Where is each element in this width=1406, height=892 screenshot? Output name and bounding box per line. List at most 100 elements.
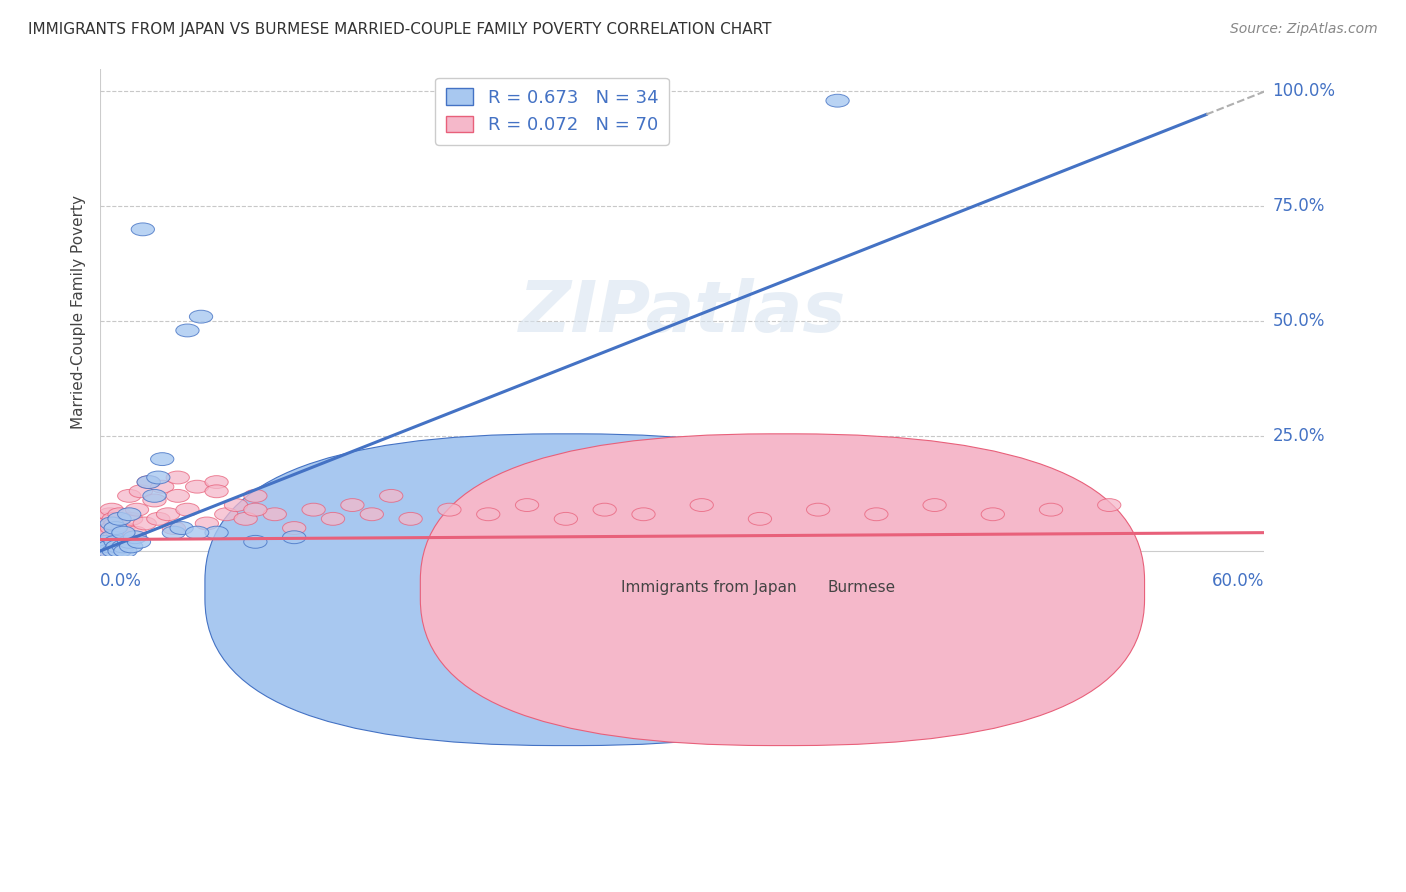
Ellipse shape — [166, 471, 190, 484]
Ellipse shape — [243, 535, 267, 549]
Ellipse shape — [98, 535, 121, 549]
Ellipse shape — [243, 503, 267, 516]
Ellipse shape — [176, 503, 200, 516]
Ellipse shape — [94, 535, 118, 549]
Ellipse shape — [322, 512, 344, 525]
Ellipse shape — [283, 531, 307, 543]
Ellipse shape — [360, 508, 384, 521]
Text: ZIPatlas: ZIPatlas — [519, 277, 846, 347]
Text: Source: ZipAtlas.com: Source: ZipAtlas.com — [1230, 22, 1378, 37]
Ellipse shape — [1039, 503, 1063, 516]
Ellipse shape — [807, 503, 830, 516]
Ellipse shape — [215, 508, 238, 521]
Ellipse shape — [162, 526, 186, 539]
Ellipse shape — [150, 452, 174, 466]
Ellipse shape — [108, 508, 131, 521]
Ellipse shape — [104, 540, 128, 553]
Ellipse shape — [96, 517, 120, 530]
Ellipse shape — [118, 508, 141, 521]
Ellipse shape — [98, 540, 121, 553]
Ellipse shape — [131, 223, 155, 235]
Ellipse shape — [124, 531, 146, 543]
Ellipse shape — [94, 545, 118, 558]
Ellipse shape — [283, 522, 307, 534]
Ellipse shape — [118, 535, 141, 549]
Ellipse shape — [129, 485, 152, 498]
Ellipse shape — [170, 522, 193, 534]
Text: Immigrants from Japan: Immigrants from Japan — [620, 580, 796, 595]
Ellipse shape — [93, 540, 115, 553]
Ellipse shape — [516, 499, 538, 511]
Ellipse shape — [143, 494, 166, 507]
Text: 60.0%: 60.0% — [1212, 572, 1264, 590]
Ellipse shape — [981, 508, 1004, 521]
Ellipse shape — [340, 499, 364, 511]
Ellipse shape — [205, 475, 228, 489]
Ellipse shape — [100, 531, 124, 543]
Ellipse shape — [118, 490, 141, 502]
Ellipse shape — [108, 535, 131, 549]
Ellipse shape — [263, 508, 287, 521]
Ellipse shape — [108, 512, 131, 525]
Text: 100.0%: 100.0% — [1272, 82, 1336, 101]
Text: IMMIGRANTS FROM JAPAN VS BURMESE MARRIED-COUPLE FAMILY POVERTY CORRELATION CHART: IMMIGRANTS FROM JAPAN VS BURMESE MARRIED… — [28, 22, 772, 37]
Ellipse shape — [136, 475, 160, 489]
Text: 50.0%: 50.0% — [1272, 312, 1324, 330]
Ellipse shape — [94, 526, 118, 539]
Ellipse shape — [114, 545, 136, 558]
Ellipse shape — [225, 499, 247, 511]
Ellipse shape — [128, 535, 150, 549]
Ellipse shape — [243, 490, 267, 502]
Text: 0.0%: 0.0% — [100, 572, 142, 590]
Ellipse shape — [162, 522, 186, 534]
Ellipse shape — [166, 490, 190, 502]
Ellipse shape — [100, 503, 124, 516]
Ellipse shape — [105, 526, 129, 539]
Ellipse shape — [90, 545, 114, 558]
Ellipse shape — [100, 522, 124, 534]
Text: 75.0%: 75.0% — [1272, 197, 1324, 215]
Ellipse shape — [631, 508, 655, 521]
Ellipse shape — [380, 490, 404, 502]
Ellipse shape — [90, 535, 114, 549]
Ellipse shape — [146, 471, 170, 484]
Ellipse shape — [104, 517, 128, 530]
Ellipse shape — [195, 517, 218, 530]
Ellipse shape — [100, 517, 124, 530]
Ellipse shape — [103, 512, 125, 525]
Ellipse shape — [111, 522, 135, 534]
Ellipse shape — [865, 508, 889, 521]
Ellipse shape — [120, 512, 143, 525]
Ellipse shape — [477, 508, 501, 521]
Ellipse shape — [136, 475, 160, 489]
Ellipse shape — [104, 522, 128, 534]
Ellipse shape — [186, 526, 209, 539]
Ellipse shape — [90, 522, 114, 534]
Ellipse shape — [103, 531, 125, 543]
Ellipse shape — [399, 512, 422, 525]
Ellipse shape — [205, 526, 228, 539]
Ellipse shape — [176, 324, 200, 337]
Ellipse shape — [111, 540, 135, 553]
Ellipse shape — [108, 545, 131, 558]
Ellipse shape — [690, 499, 713, 511]
Legend: R = 0.673   N = 34, R = 0.072   N = 70: R = 0.673 N = 34, R = 0.072 N = 70 — [436, 78, 669, 145]
Ellipse shape — [205, 485, 228, 498]
FancyBboxPatch shape — [205, 434, 929, 746]
Ellipse shape — [233, 512, 257, 525]
Ellipse shape — [593, 503, 616, 516]
Ellipse shape — [114, 531, 136, 543]
Ellipse shape — [105, 540, 129, 553]
Ellipse shape — [190, 310, 212, 323]
Ellipse shape — [94, 540, 118, 553]
Ellipse shape — [143, 490, 166, 502]
FancyBboxPatch shape — [420, 434, 1144, 746]
Ellipse shape — [437, 503, 461, 516]
Text: Burmese: Burmese — [828, 580, 896, 595]
Y-axis label: Married-Couple Family Poverty: Married-Couple Family Poverty — [72, 195, 86, 429]
Ellipse shape — [98, 508, 121, 521]
Ellipse shape — [111, 526, 135, 539]
Ellipse shape — [156, 508, 180, 521]
Ellipse shape — [93, 531, 115, 543]
Text: 25.0%: 25.0% — [1272, 427, 1324, 445]
